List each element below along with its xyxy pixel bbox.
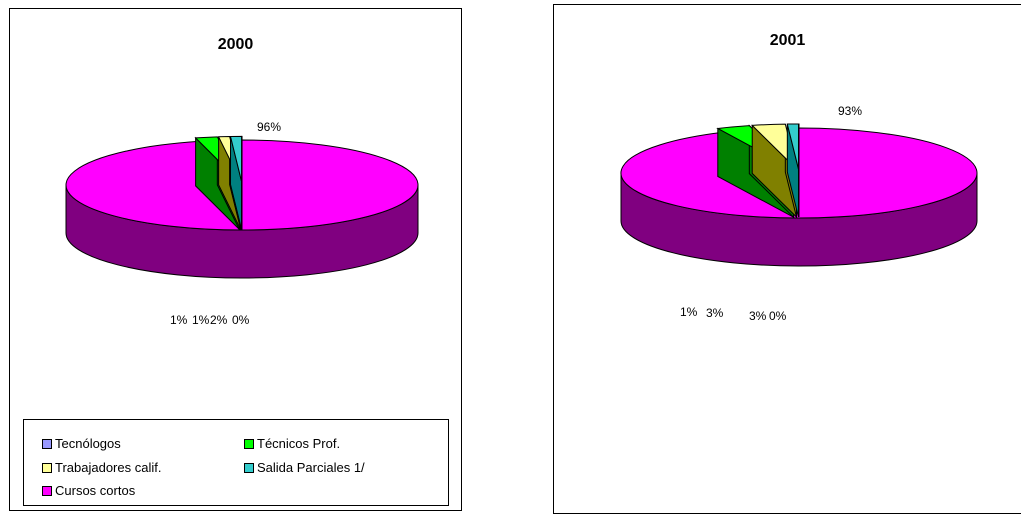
data-label: 3% (706, 306, 724, 320)
legend-label: Técnicos Prof. (257, 436, 341, 451)
legend-item-trabajadores-calif: Trabajadores calif. (42, 460, 161, 475)
legend-swatch (42, 462, 52, 473)
data-label: 1% (192, 313, 210, 327)
legend-swatch (42, 485, 52, 496)
legend-swatch (244, 438, 254, 449)
legend-item-tecnicos-prof: Técnicos Prof. (244, 436, 340, 451)
chart-title: 2000 (217, 36, 254, 53)
chart-panel-2000: 2000 0% 2% 1% 1% 96% Tecnólogos Técnicos Pro… (9, 8, 462, 511)
chart-panel-2001: 2001 0% 3% 3% 1% 93% (553, 4, 1021, 514)
data-label: 3% (749, 309, 767, 323)
legend-label: Cursos cortos (55, 483, 136, 498)
chart-title: 2001 (769, 32, 806, 49)
pie-slice-salida-parciales-1 (786, 123, 799, 218)
data-label: 2% (210, 313, 228, 327)
legend-item-cursos-cortos: Cursos cortos (42, 483, 135, 498)
legend-swatch (244, 462, 254, 473)
data-label: 93% (838, 104, 862, 118)
legend-label: Trabajadores calif. (55, 460, 162, 475)
pie-chart-2000: 0%2%1%1%96% (65, 120, 419, 327)
legend-label: Salida Parciales 1/ (257, 460, 365, 475)
data-label: 0% (232, 313, 250, 327)
legend-item-salida-parciales: Salida Parciales 1/ (244, 460, 365, 475)
legend-item-tecnologos: Tecnólogos (42, 436, 121, 451)
legend-swatch (42, 438, 52, 449)
data-label: 1% (170, 313, 188, 327)
pie-chart-2001: 0%3%3%1%93% (620, 104, 978, 323)
chart-legend: Tecnólogos Técnicos Prof. Trabajadores c… (23, 419, 449, 506)
data-label: 1% (680, 305, 698, 319)
legend-label: Tecnólogos (55, 436, 121, 451)
data-label: 96% (257, 120, 281, 134)
data-label: 0% (769, 309, 787, 323)
